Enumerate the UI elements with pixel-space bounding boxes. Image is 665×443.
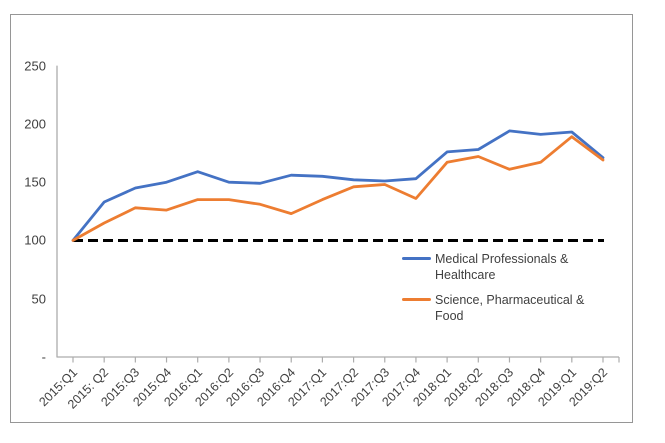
- legend-label: Science, Pharmaceutical & Food: [435, 293, 585, 323]
- y-tick-label: -: [41, 349, 46, 365]
- legend-item-medical: Medical Professionals & Healthcare: [402, 251, 622, 283]
- y-tick-label: 150: [24, 174, 46, 190]
- series-line-0: [71, 129, 605, 242]
- series-line-1: [71, 135, 605, 242]
- legend: Medical Professionals & Healthcare Scien…: [402, 251, 622, 324]
- y-tick-label: 250: [24, 58, 46, 74]
- legend-swatch-blue-line: [402, 257, 431, 261]
- legend-item-science: Science, Pharmaceutical & Food: [402, 292, 622, 324]
- y-tick-label: 50: [31, 291, 46, 307]
- y-tick-label: 200: [24, 116, 46, 132]
- legend-label: Medical Professionals & Healthcare: [435, 252, 569, 282]
- legend-swatch-orange-line: [402, 298, 431, 302]
- y-tick-label: 100: [24, 232, 46, 248]
